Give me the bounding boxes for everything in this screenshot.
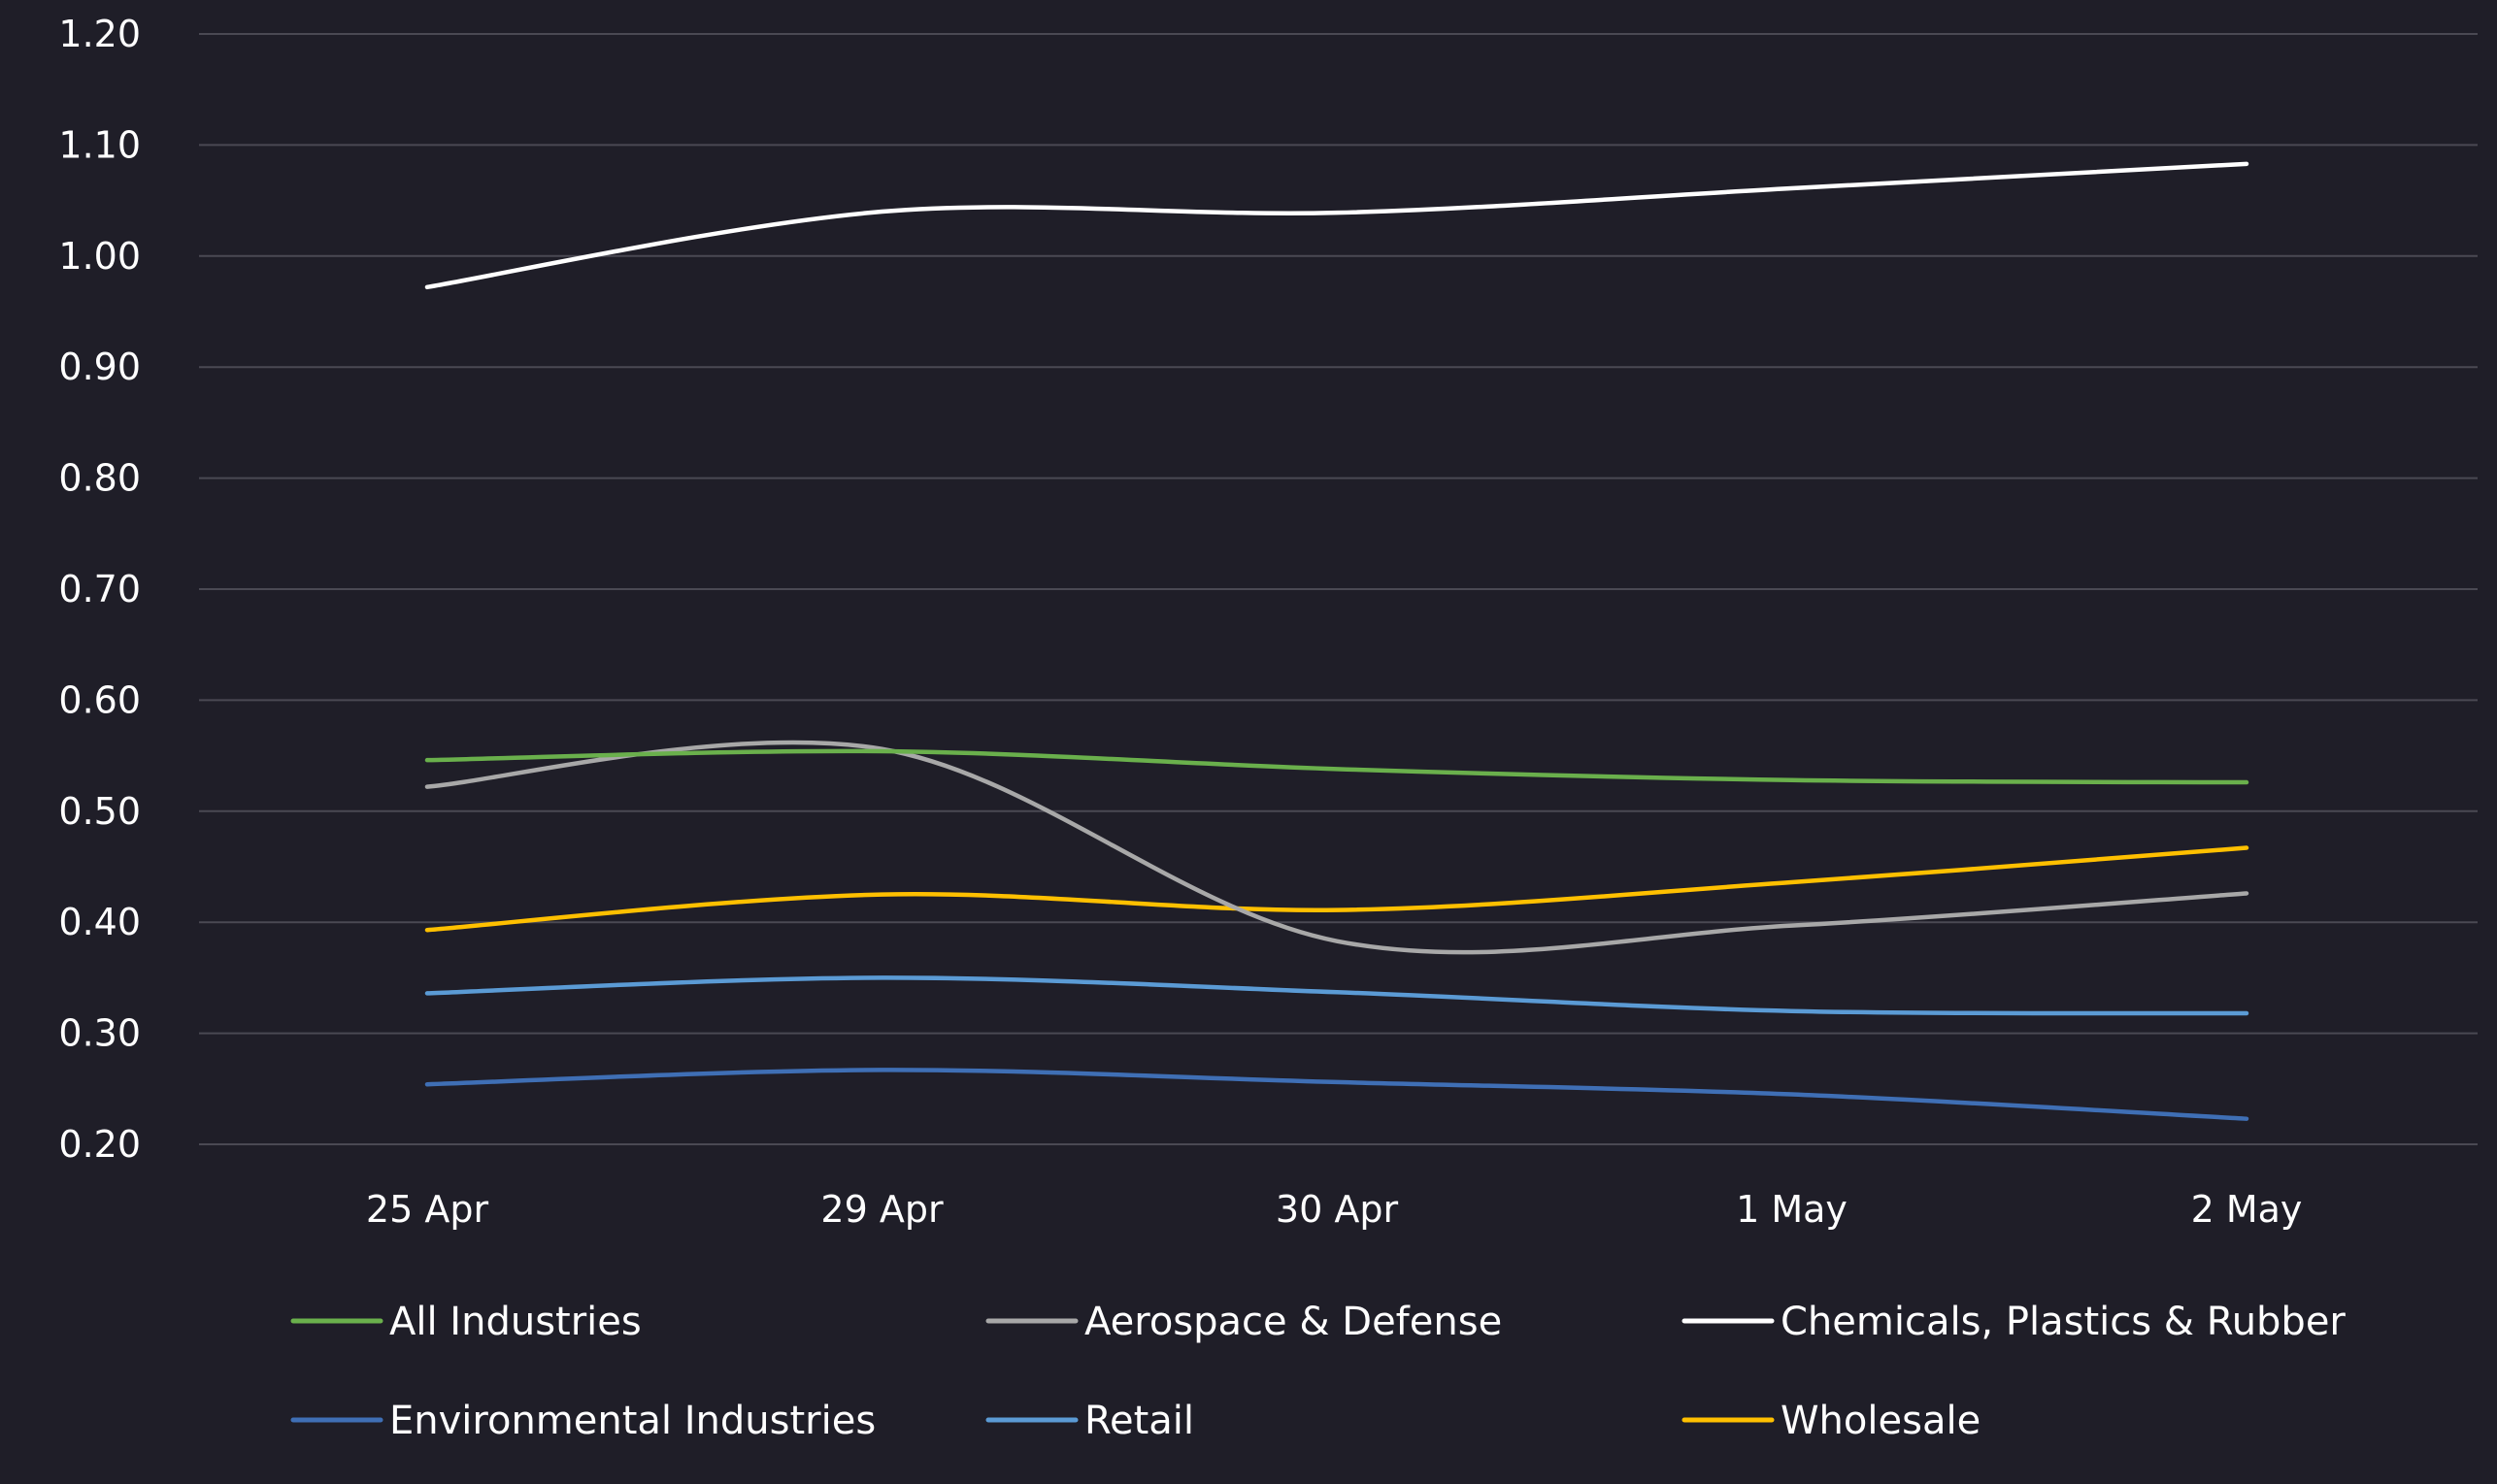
x-axis-ticks: 25 Apr 29 Apr 30 Apr 1 May 2 May: [366, 1188, 2303, 1231]
legend-label: Wholesale: [1781, 1399, 1981, 1443]
legend-label: Retail: [1084, 1399, 1194, 1443]
y-tick-label: 0.80: [58, 457, 141, 500]
y-tick-label: 1.00: [58, 235, 141, 278]
series-lines: [424, 161, 2249, 1121]
legend-label: Environmental Industries: [389, 1399, 876, 1443]
y-tick-label: 0.70: [58, 568, 141, 610]
legend-item: Retail: [985, 1399, 1194, 1443]
y-tick-label: 0.50: [58, 790, 141, 833]
legend-label: Chemicals, Plastics & Rubber: [1781, 1300, 2346, 1344]
y-tick-label: 1.20: [58, 13, 141, 55]
series-line: [424, 740, 2249, 955]
gridlines: [199, 33, 2478, 1145]
legend-item: All Industries: [290, 1300, 642, 1344]
x-tick-label: 25 Apr: [366, 1188, 489, 1231]
x-tick-label: 29 Apr: [820, 1188, 944, 1231]
legend-item: Environmental Industries: [290, 1399, 876, 1443]
legend-label: All Industries: [389, 1300, 642, 1344]
series-line: [424, 1068, 2249, 1121]
y-tick-label: 0.60: [58, 678, 141, 721]
y-tick-label: 0.90: [58, 346, 141, 388]
series-line: [424, 161, 2249, 290]
series-line: [424, 975, 2249, 1016]
legend: All Industries Aerospace & Defense Chemica…: [290, 1300, 2346, 1443]
y-tick-label: 1.10: [58, 123, 141, 166]
y-tick-label: 0.30: [58, 1012, 141, 1055]
series-line: [424, 845, 2249, 933]
y-axis-ticks: 0.20 0.30 0.40 0.50 0.60 0.70 0.80 0.90 1.00 1.10…: [58, 13, 141, 1166]
legend-item: Aerospace & Defense: [985, 1300, 1502, 1344]
series-line: [424, 748, 2249, 785]
x-tick-label: 2 May: [2191, 1188, 2303, 1231]
x-tick-label: 30 Apr: [1276, 1188, 1399, 1231]
legend-item: Chemicals, Plastics & Rubber: [1681, 1300, 2346, 1344]
legend-label: Aerospace & Defense: [1084, 1300, 1502, 1344]
x-tick-label: 1 May: [1736, 1188, 1848, 1231]
y-tick-label: 0.40: [58, 901, 141, 943]
legend-item: Wholesale: [1681, 1399, 1981, 1443]
y-tick-label: 0.20: [58, 1123, 141, 1166]
